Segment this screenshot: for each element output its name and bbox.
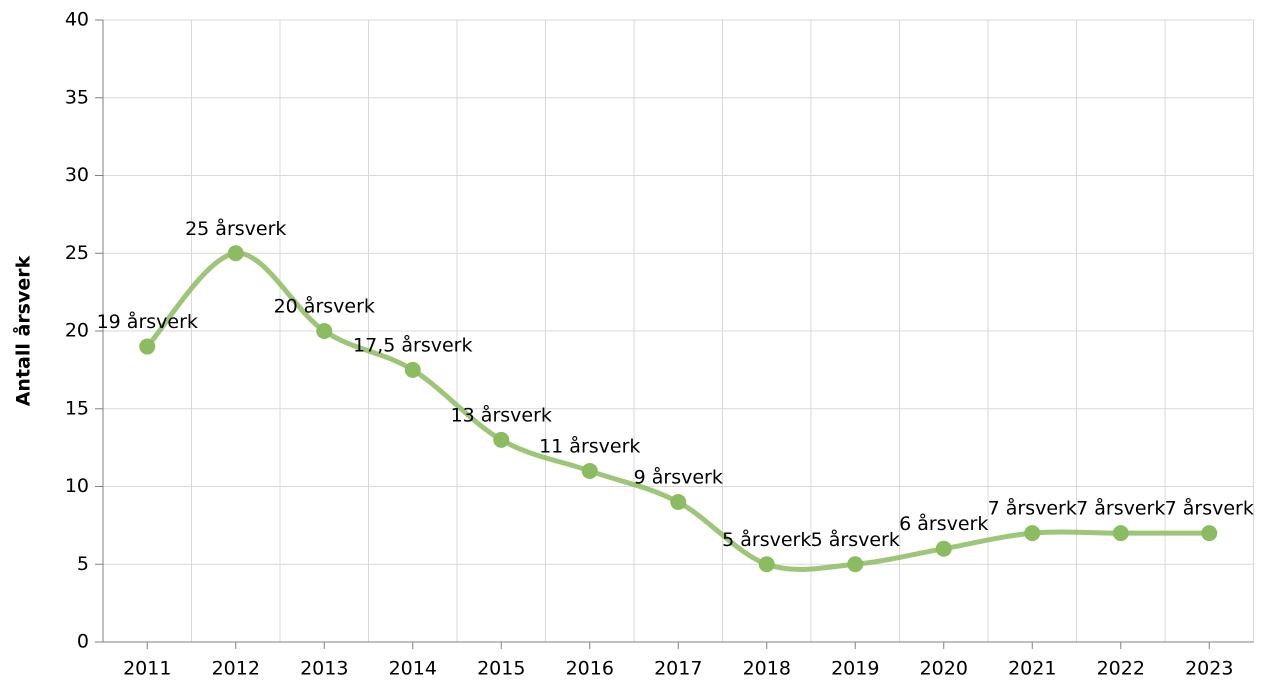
x-tick-label: 2019	[831, 658, 879, 680]
x-tick-label: 2018	[743, 658, 791, 680]
point	[758, 556, 775, 573]
point	[581, 462, 598, 479]
x-tick-label: 2016	[566, 658, 614, 680]
x-tick-label: 2012	[212, 658, 260, 680]
point	[935, 540, 952, 557]
y-tick-label: 5	[77, 553, 89, 575]
point	[847, 556, 864, 573]
data-label: 25 årsverk	[185, 217, 286, 240]
point	[227, 245, 244, 262]
data-label: 20 årsverk	[274, 295, 375, 318]
x-tick-label: 2023	[1185, 658, 1233, 680]
x-tick-label: 2014	[389, 658, 437, 680]
y-tick-label: 20	[65, 320, 89, 342]
point	[493, 431, 510, 448]
x-tick-label: 2015	[477, 658, 525, 680]
point	[1112, 525, 1129, 542]
y-tick-label: 10	[65, 475, 89, 497]
x-tick-label: 2013	[300, 658, 348, 680]
data-label: 9 årsverk	[634, 466, 723, 489]
x-tick-label: 2022	[1097, 658, 1145, 680]
data-label: 19 årsverk	[97, 310, 198, 333]
y-tick-label: 30	[65, 164, 89, 186]
data-label: 6 årsverk	[899, 512, 988, 535]
data-label: 5 årsverk	[722, 528, 811, 551]
point	[404, 361, 421, 378]
y-tick-label: 25	[65, 242, 89, 264]
point	[670, 494, 687, 511]
data-label: 5 årsverk	[811, 528, 900, 551]
data-label: 17,5 årsverk	[353, 333, 472, 356]
point	[316, 323, 333, 339]
x-tick-label: 2021	[1008, 658, 1056, 680]
y-tick-label: 15	[65, 397, 89, 419]
data-label: 7 årsverk	[988, 497, 1077, 520]
data-label: 7 årsverk	[1076, 497, 1165, 520]
point	[1024, 525, 1041, 542]
x-tick-label: 2011	[123, 658, 171, 680]
y-tick-label: 35	[65, 86, 89, 108]
y-tick-label: 40	[65, 9, 89, 31]
point	[1201, 525, 1218, 542]
data-label: 13 årsverk	[451, 403, 552, 426]
data-label: 7 årsverk	[1165, 497, 1254, 520]
x-tick-label: 2017	[654, 658, 702, 680]
point	[139, 338, 156, 355]
x-tick-label: 2020	[920, 658, 968, 680]
y-tick-label: 0	[77, 631, 89, 653]
data-label: 11 årsverk	[539, 434, 640, 457]
y-axis-title: Antall årsverk	[11, 255, 35, 406]
